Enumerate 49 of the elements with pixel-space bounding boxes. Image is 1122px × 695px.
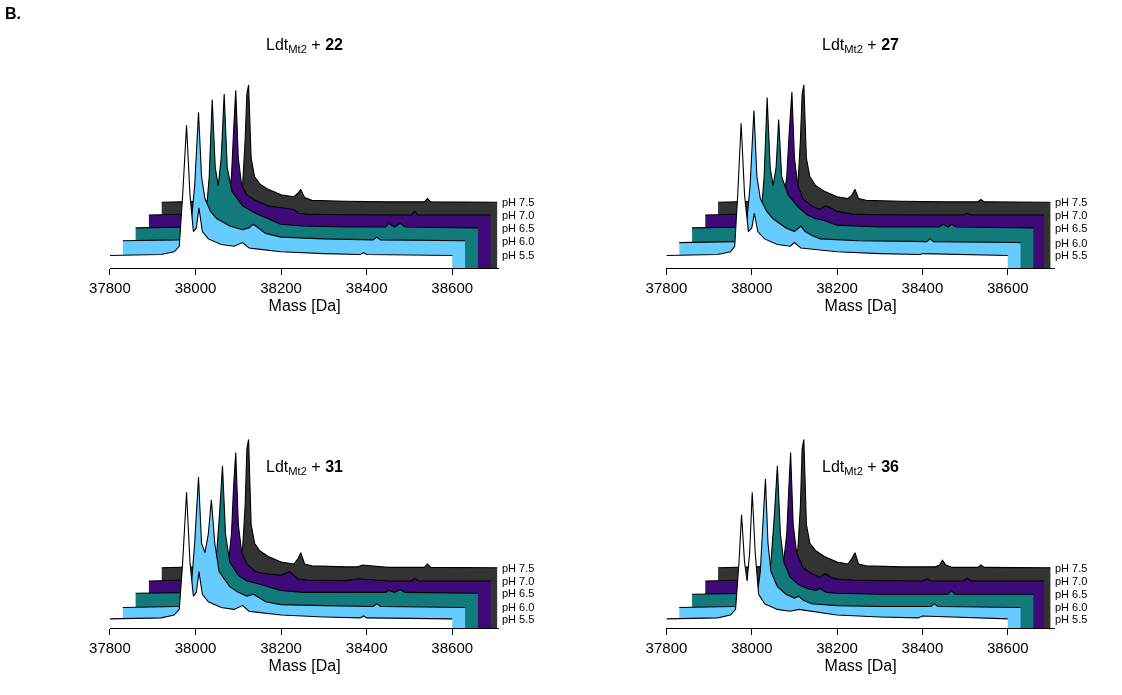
x-tick-label: 38600 bbox=[431, 639, 474, 657]
x-tick-label: 37800 bbox=[645, 639, 688, 657]
text: B. bbox=[5, 5, 21, 22]
x-axis-title: Mass [Da] bbox=[268, 656, 341, 674]
x-tick-label: 38400 bbox=[345, 639, 388, 657]
series-label: pH 7.0 bbox=[1055, 575, 1088, 587]
series-label: pH 7.0 bbox=[1055, 209, 1088, 221]
x-tick-label: 38400 bbox=[901, 279, 944, 297]
x-tick-label: 37800 bbox=[89, 639, 131, 657]
series-label: pH 7.5 bbox=[1055, 196, 1088, 208]
text: pH 6.0 bbox=[1055, 237, 1088, 249]
series-label: pH 7.0 bbox=[502, 209, 535, 221]
text: pH 6.5 bbox=[502, 587, 535, 599]
series-label: pH 7.5 bbox=[502, 196, 535, 208]
chart-title: Ldt$_{Mt2}$ + 27 bbox=[822, 36, 900, 56]
text: Ldt$_{Mt2}$ + 36 bbox=[822, 458, 900, 478]
x-axis-title: Mass [Da] bbox=[824, 296, 897, 314]
x-tick-label: 37800 bbox=[89, 279, 131, 297]
series-label: pH 6.5 bbox=[1055, 588, 1088, 600]
x-tick-label: 38600 bbox=[986, 639, 1029, 657]
x-tick-label: 38000 bbox=[730, 639, 773, 657]
x-axis-title: Mass [Da] bbox=[268, 296, 341, 314]
x-axis-title: Mass [Da] bbox=[824, 656, 897, 674]
x-tick-label: 38400 bbox=[345, 279, 388, 297]
chart-title: Ldt$_{Mt2}$ + 22 bbox=[266, 36, 344, 56]
text: pH 6.0 bbox=[502, 601, 535, 613]
x-tick-label: 38600 bbox=[431, 279, 474, 297]
series-label: pH 7.0 bbox=[502, 575, 535, 587]
x-tick-label: 38000 bbox=[174, 639, 217, 657]
text: pH 5.5 bbox=[1055, 613, 1088, 625]
x-tick-label: 38200 bbox=[260, 279, 302, 297]
text: Ldt$_{Mt2}$ + 31 bbox=[266, 458, 344, 478]
x-tick-label: 37800 bbox=[645, 279, 688, 297]
series-label: pH 7.5 bbox=[1055, 562, 1088, 574]
series-label: pH 6.5 bbox=[1055, 222, 1088, 234]
x-tick-label: 38200 bbox=[260, 639, 302, 657]
x-tick-label: 38000 bbox=[730, 279, 773, 297]
x-tick-label: 38200 bbox=[816, 279, 858, 297]
text: pH 5.5 bbox=[502, 249, 535, 261]
x-tick-label: 38600 bbox=[986, 279, 1029, 297]
text: pH 6.0 bbox=[1055, 601, 1088, 613]
x-tick-label: 38400 bbox=[901, 639, 944, 657]
x-tick-label: 38200 bbox=[816, 639, 858, 657]
text: pH 5.5 bbox=[1055, 249, 1088, 261]
series-label: pH 7.5 bbox=[502, 562, 535, 574]
text: pH 6.0 bbox=[502, 235, 535, 247]
text: pH 5.5 bbox=[502, 613, 535, 625]
text: pH 6.5 bbox=[502, 222, 535, 234]
x-tick-label: 38000 bbox=[174, 279, 217, 297]
